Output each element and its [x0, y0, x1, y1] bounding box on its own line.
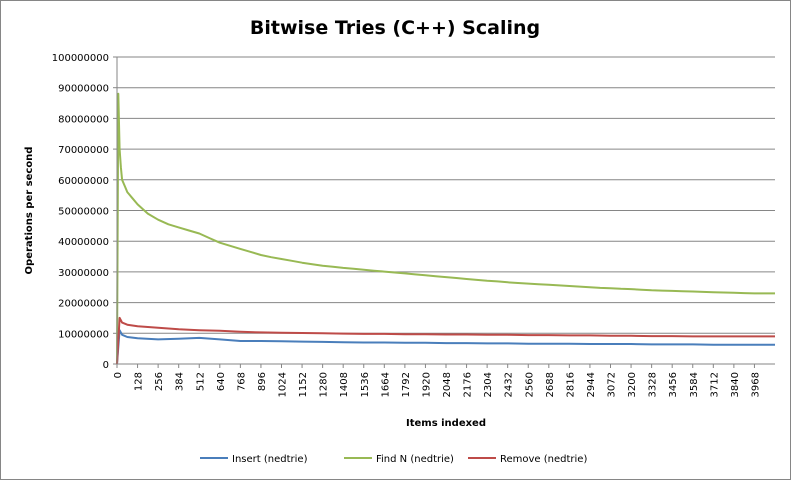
y-tick-label: 50000000 [58, 207, 109, 218]
x-tick-label: 2176 [463, 372, 474, 397]
y-tick-label: 90000000 [58, 84, 109, 95]
x-tick-label: 640 [216, 372, 227, 391]
x-tick-label: 2304 [483, 372, 494, 397]
x-tick-label: 3968 [750, 372, 761, 397]
x-tick-label: 2688 [545, 372, 556, 397]
y-tick-label: 60000000 [58, 176, 109, 187]
x-tick-label: 1792 [401, 372, 412, 397]
x-tick-label: 1920 [421, 372, 432, 397]
x-axis-ticks: 0 128 256 384 512 640 768 896 1024 1152 1280 1408 15… [113, 364, 761, 397]
series-line-insert-nedtrie [116, 329, 775, 365]
y-tick-label: 0 [103, 360, 109, 371]
x-tick-label: 2560 [524, 372, 535, 397]
x-tick-label: 384 [175, 372, 186, 391]
y-tick-label: 30000000 [58, 268, 109, 279]
y-tick-label: 80000000 [58, 114, 109, 125]
x-tick-label: 256 [154, 372, 165, 391]
x-tick-label: 2944 [586, 372, 597, 397]
gridlines [117, 56, 775, 365]
x-tick-label: 1280 [319, 372, 330, 397]
x-tick-label: 3456 [668, 372, 679, 397]
series-line-find-n-nedtrie [116, 92, 775, 365]
x-tick-label: 1536 [360, 372, 371, 397]
x-tick-label: 1024 [278, 372, 289, 397]
x-tick-label: 1664 [380, 372, 391, 397]
x-tick-label: 768 [236, 372, 247, 391]
x-tick-label: 3328 [648, 372, 659, 397]
x-tick-label: 3840 [730, 372, 741, 397]
y-tick-label: 70000000 [58, 145, 109, 156]
legend-label: Remove (nedtrie) [500, 454, 587, 465]
x-tick-label: 2432 [504, 372, 515, 397]
x-tick-label: 1152 [298, 372, 309, 397]
series-lines [116, 92, 775, 365]
x-tick-label: 2048 [442, 372, 453, 397]
x-tick-label: 2816 [565, 372, 576, 397]
x-tick-label: 1408 [339, 372, 350, 397]
x-tick-label: 896 [257, 372, 268, 391]
series-line-remove-nedtrie [116, 316, 775, 365]
x-tick-label: 3072 [607, 372, 618, 397]
y-tick-label: 100000000 [52, 53, 109, 64]
x-axis-label: Items indexed [406, 418, 486, 429]
x-tick-label: 0 [113, 372, 124, 378]
y-axis-ticks: 0 10000000 20000000 30000000 40000000 5000000… [52, 53, 117, 371]
chart-title: Bitwise Tries (C++) Scaling [250, 17, 540, 39]
x-tick-label: 3584 [689, 372, 700, 397]
y-tick-label: 10000000 [58, 329, 109, 340]
y-axis-label: Operations per second [24, 147, 35, 275]
legend: Insert (nedtrie) Find N (nedtrie) Remove (… [200, 454, 587, 465]
x-tick-label: 128 [134, 372, 145, 391]
y-tick-label: 40000000 [58, 237, 109, 248]
legend-label: Insert (nedtrie) [232, 454, 308, 465]
y-tick-label: 20000000 [58, 299, 109, 310]
x-tick-label: 512 [195, 372, 206, 391]
x-tick-label: 3200 [627, 372, 638, 397]
legend-label: Find N (nedtrie) [376, 454, 454, 465]
x-tick-label: 3712 [709, 372, 720, 397]
